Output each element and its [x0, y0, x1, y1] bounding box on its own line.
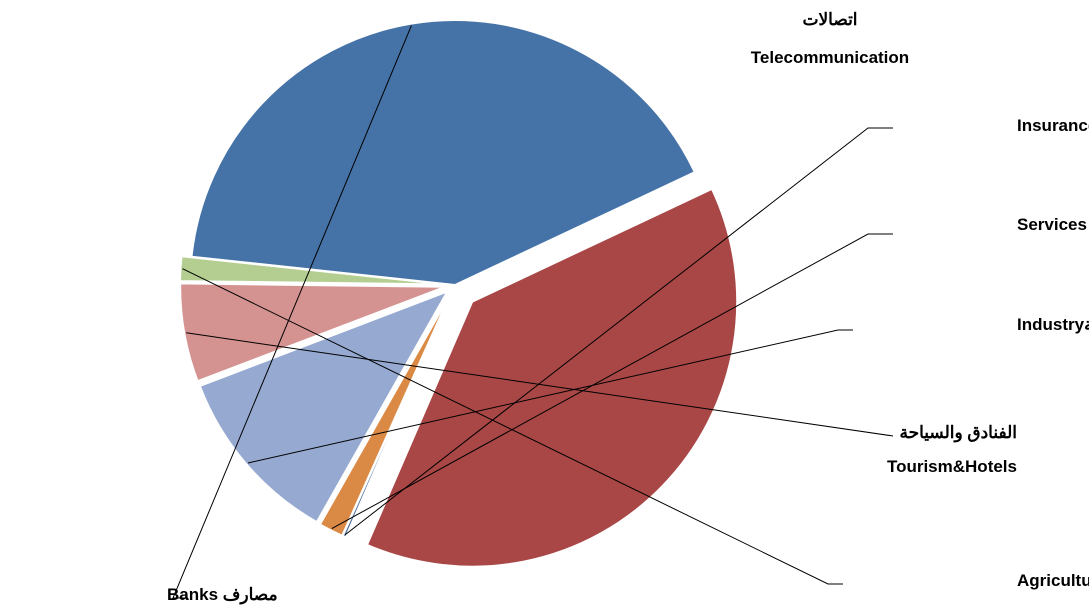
slice-label-ar-banks: مصارف	[223, 585, 278, 605]
slice-label-services: الخدمات Services	[1017, 215, 1089, 234]
slice-label-en-telecommunication: Telecommunication	[751, 48, 909, 67]
slice-label-en-tourism-hotels: Tourism&Hotels	[887, 457, 1017, 476]
slice-label-en-industry: Industry	[1017, 315, 1085, 334]
leader-line-insurance	[344, 127, 893, 536]
slice-label-banks: مصارف Banks	[167, 585, 278, 605]
slices-layer	[178, 18, 739, 568]
slice-label-en-insurance: Insurance	[1017, 116, 1089, 135]
slice-label-ar-tourism-hotels: الفنادق والسياحة	[899, 423, 1017, 443]
slice-label-insurance: التأمينInsurance	[1017, 112, 1089, 136]
leader-line-agriculture	[182, 268, 843, 585]
slice-label-industry: الصناعةIndustry	[1017, 315, 1089, 334]
pie-slice-industry	[198, 289, 450, 524]
leader-line-tourism-hotels	[186, 332, 894, 437]
leader-line-services	[331, 233, 893, 530]
leader-line-banks	[172, 25, 412, 599]
slice-label-ar-industry: الصناعة	[1084, 315, 1089, 334]
slice-label-en-agriculture: Agriculture	[1017, 571, 1089, 590]
slice-label-ar-telecommunication: اتصالات	[802, 10, 857, 29]
slice-label-agriculture: الزراعةAgriculture	[1017, 571, 1089, 591]
pie-slice-telecommunication	[365, 187, 739, 568]
pie-slice-services	[318, 293, 452, 538]
labels-layer: اتصالات Telecommunication التأمينInsurance…	[167, 10, 1089, 605]
leader-line-industry	[247, 329, 853, 464]
leader-lines-layer	[172, 25, 894, 599]
slice-label-en-services: Services	[1017, 215, 1087, 234]
slice-label-en-banks: Banks	[167, 585, 218, 604]
pie-slice-banks	[190, 18, 697, 287]
